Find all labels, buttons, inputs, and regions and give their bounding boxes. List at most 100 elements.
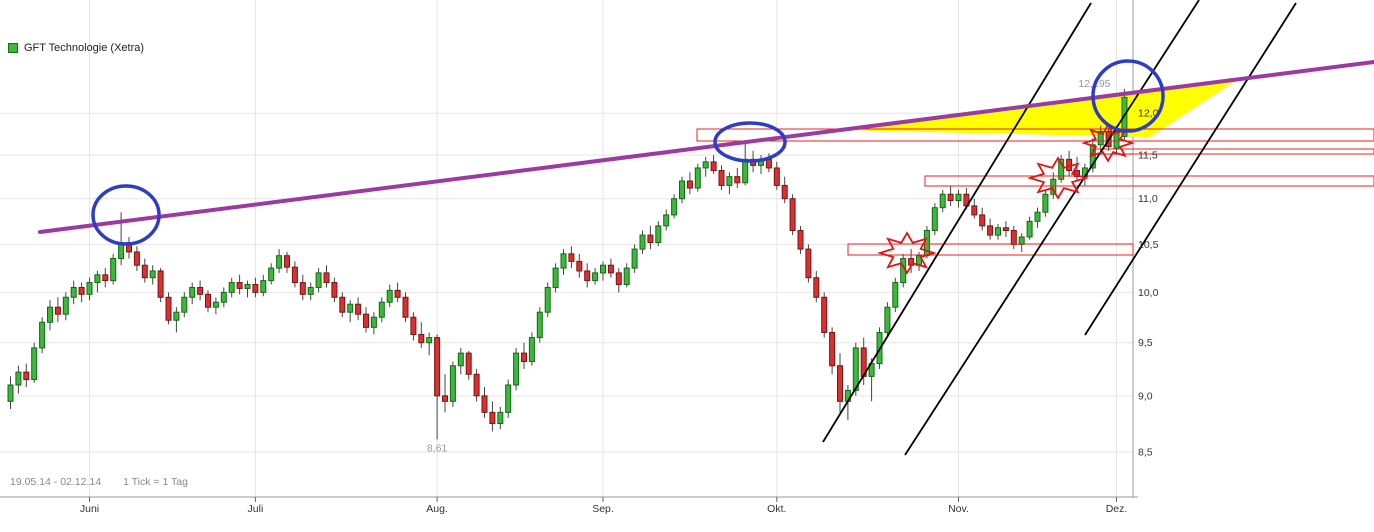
candle-up (347, 303, 354, 313)
candle-up (1026, 220, 1033, 238)
candle-down (339, 296, 346, 313)
candle-up (1034, 211, 1041, 222)
candle-down (291, 266, 298, 284)
candle-up (86, 282, 93, 295)
candle-up (544, 286, 551, 313)
channel-line (904, 0, 1200, 456)
candle-up (892, 282, 899, 308)
circles-layer (91, 59, 1165, 246)
candle-down (718, 170, 725, 186)
x-tick-label: Dez. (1106, 503, 1128, 515)
candle-down (837, 365, 843, 402)
candle-down (442, 395, 448, 402)
candle-down (165, 296, 172, 321)
candle-down (805, 248, 812, 279)
candle-up (663, 214, 670, 227)
candle-up (560, 253, 567, 269)
candle-down (323, 272, 330, 284)
candle-up (220, 291, 227, 303)
labels-layer: 12,0 11,5 11,0 10,5 10,0 9,5 9,0 8,5 Juni Juli Aug… (80, 78, 1159, 515)
candle-down (521, 352, 527, 363)
candle-up (1050, 178, 1057, 195)
star-marker (877, 231, 937, 275)
candle-down (394, 289, 401, 298)
resistance-band (1092, 148, 1374, 155)
candle-up (189, 286, 196, 298)
circle-marker (1091, 59, 1165, 133)
candle-up (110, 258, 117, 282)
candle-up (592, 272, 599, 282)
resistance-band (696, 128, 1374, 142)
candle-up (1042, 193, 1049, 213)
candle-up (457, 352, 464, 367)
candle-down (489, 411, 496, 425)
channel-line (822, 2, 1092, 443)
legend: GFT Technologie (Xetra) (8, 42, 144, 54)
x-tick-label: Sep. (592, 503, 614, 515)
candle-up (505, 384, 512, 413)
candle-up (228, 282, 235, 293)
candle-down (434, 337, 441, 397)
axes-layer (0, 0, 1138, 498)
candle-up (536, 311, 543, 339)
candles-layer (7, 88, 1128, 440)
candle-up (702, 161, 709, 169)
trendline-purple (38, 60, 1374, 234)
candle-down (781, 184, 788, 200)
candle-up (1113, 130, 1120, 149)
candle-down (299, 282, 306, 295)
candle-up (94, 274, 101, 284)
candle-up (1058, 158, 1065, 180)
candle-up (70, 286, 77, 298)
x-tick-label: Okt. (767, 503, 786, 515)
candle-up (39, 321, 46, 349)
candle-down (584, 270, 591, 282)
candle-down (410, 316, 417, 335)
legend-color-swatch (8, 43, 18, 53)
chart-footer: 19.05.14 - 02.12.14 1 Tick = 1 Tag (10, 476, 188, 488)
candle-up (884, 306, 891, 333)
y-tick-label: 11,0 (1138, 193, 1158, 205)
candle-up (426, 337, 433, 344)
date-range-label: 19.05.14 - 02.12.14 (10, 476, 102, 488)
x-tick-label: Nov. (948, 503, 969, 515)
candle-up (268, 267, 275, 282)
candle-down (102, 274, 109, 282)
candle-up (315, 272, 322, 288)
candle-up (655, 225, 662, 244)
candle-down (133, 251, 140, 266)
candle-down (355, 303, 362, 315)
candle-up (623, 267, 630, 286)
candle-down (331, 282, 338, 298)
candle-up (671, 198, 678, 216)
y-tick-label: 8,5 (1138, 447, 1153, 459)
candle-up (552, 267, 559, 288)
candle-up (528, 337, 535, 363)
candle-up (955, 193, 962, 202)
candle-up (631, 248, 638, 269)
candle-down (647, 234, 654, 244)
candle-down (157, 270, 164, 298)
candle-up (307, 286, 314, 295)
candle-down (481, 395, 488, 413)
candle-up (1097, 130, 1104, 146)
candle-up (260, 280, 267, 293)
candle-up (212, 301, 219, 308)
candle-up (679, 180, 685, 200)
candle-down (987, 225, 994, 236)
legend-label: GFT Technologie (Xetra) (24, 42, 145, 54)
candle-up (149, 270, 156, 279)
candle-down (773, 167, 780, 186)
highlight-layer (837, 80, 1237, 137)
candle-up (639, 234, 646, 250)
candle-up (7, 384, 14, 402)
candle-down (797, 229, 804, 250)
candle-down (821, 296, 828, 333)
candle-up (181, 296, 188, 313)
tick-interval-label: 1 Tick = 1 Tag (123, 476, 188, 488)
candle-down (615, 272, 622, 286)
stars-layer (877, 123, 1135, 275)
candle-up (600, 264, 606, 274)
